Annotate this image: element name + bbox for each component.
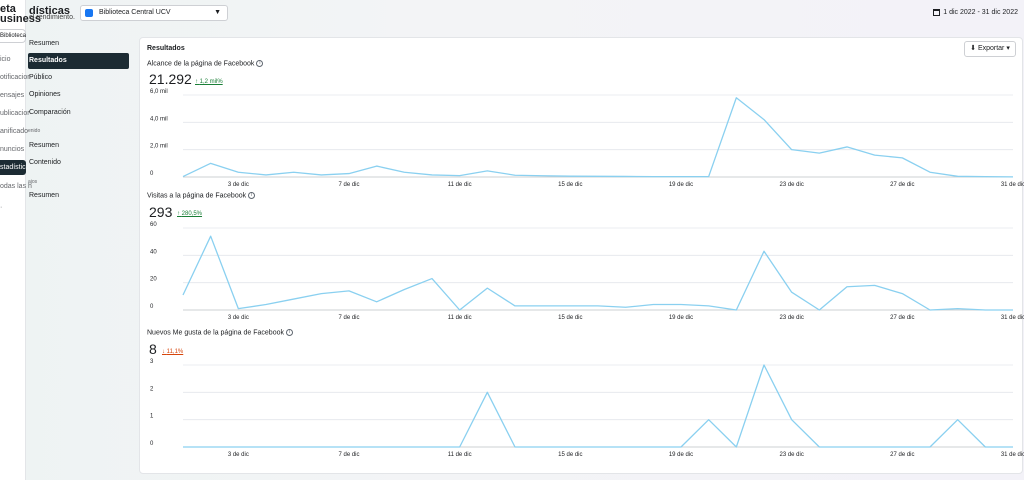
results-card: Resultados ⬇ Exportar ▾ Alcance de la pá…	[139, 37, 1024, 474]
y-tick-label: 2	[150, 386, 154, 392]
metric-delta-alcance: ↑ 1,2 mil%	[195, 79, 223, 85]
subnav-ajos-resumen[interactable]: Resumen	[29, 192, 59, 199]
info-icon[interactable]: i	[285, 329, 293, 336]
y-tick-label: 0	[150, 171, 154, 177]
page-selector[interactable]: Biblioteca Central UCV ▼	[80, 5, 228, 21]
date-range-value: 1 dic 2022 - 31 dic 2022	[943, 9, 1018, 16]
series-line	[183, 364, 1013, 448]
metric-label-visitas: Visitas a la página de Facebook i	[147, 192, 256, 200]
metric-title: Visitas a la página de Facebook	[147, 192, 247, 200]
y-tick-label: 0	[150, 304, 154, 310]
export-label: Exportar	[977, 45, 1005, 52]
nav-item-more[interactable]: ·	[0, 204, 3, 211]
date-range-picker[interactable]: 1 dic 2022 - 31 dic 2022	[933, 9, 1018, 16]
y-tick-label: 40	[150, 249, 157, 255]
series-line	[182, 235, 1013, 311]
metric-delta-value: 1,2 mil%	[199, 79, 223, 85]
subnav-contenido[interactable]: Contenido	[29, 159, 61, 166]
metric-label-me-gusta: Nuevos Me gusta de la página de Facebook…	[147, 329, 293, 336]
x-tick-label: 11 de dic	[448, 315, 472, 321]
subnav-comparacion[interactable]: Comparación	[29, 109, 71, 116]
metric-title: Nuevos Me gusta de la página de Facebook	[147, 329, 284, 337]
info-icon[interactable]: i	[256, 60, 264, 67]
subnav-resumen[interactable]: Resumen	[29, 40, 59, 47]
x-tick-label: 19 de dic	[669, 452, 693, 458]
chevron-down-icon: ▾	[1006, 45, 1010, 52]
nav-item-anuncios[interactable]: nuncios	[0, 146, 25, 153]
page-title: dísticas	[29, 5, 70, 17]
series-line	[182, 97, 1014, 178]
x-tick-label: 19 de dic	[669, 182, 693, 188]
nav-item-mensajes[interactable]: ensajes	[0, 92, 25, 99]
nav-item-planificado[interactable]: anificado	[0, 128, 29, 135]
page-subtitle: el rendimiento.	[29, 14, 75, 21]
x-tick-label: 15 de dic	[558, 182, 582, 188]
left-nav: eta usiness Biblioteca icio otificacior …	[0, 0, 41, 480]
subnav-section-ajos: ajos	[28, 179, 38, 185]
x-tick-label: 7 de dic	[338, 182, 359, 188]
x-tick-label: 31 de dic	[1001, 182, 1024, 188]
x-tick-label: 11 de dic	[448, 452, 472, 458]
library-label: Biblioteca	[0, 33, 27, 39]
x-tick-label: 31 de dic	[1001, 452, 1024, 458]
y-tick-label: 6,0 mil	[150, 89, 168, 95]
metric-delta-value: 11,1%	[166, 349, 184, 355]
x-tick-label: 7 de dic	[338, 452, 359, 458]
metric-delta-value: 280,5%	[181, 211, 203, 217]
subnav-opiniones[interactable]: Opiniones	[29, 91, 61, 98]
subnav-resultados[interactable]: Resultados	[28, 53, 129, 69]
subnav-publico[interactable]: Público	[29, 74, 52, 81]
download-icon: ⬇	[970, 45, 976, 52]
chart-me-gusta: 0 1 2 3 3 de dic 7 de dic 11 de dic 15 de dic 19…	[150, 359, 1024, 458]
nav-item-inicio[interactable]: icio	[0, 56, 11, 63]
x-tick-label: 7 de dic	[338, 315, 359, 321]
y-tick-label: 3	[150, 359, 154, 365]
library-pill[interactable]: Biblioteca	[0, 29, 26, 43]
facebook-page-icon	[85, 9, 93, 17]
x-tick-label: 27 de dic	[890, 452, 914, 458]
export-button[interactable]: ⬇ Exportar ▾	[964, 41, 1016, 57]
metric-total-me-gusta: 8	[149, 341, 157, 357]
metric-total-visitas: 293	[149, 204, 173, 220]
x-tick-label: 23 de dic	[779, 182, 803, 188]
x-tick-label: 27 de dic	[890, 182, 914, 188]
chart-visitas: 0 20 40 60 3 de dic 7 de dic 11 de dic 15 de di…	[150, 222, 1024, 321]
metric-total-alcance: 21.292	[149, 71, 192, 87]
x-tick-label: 31 de dic	[1001, 315, 1024, 321]
chevron-down-icon: ▼	[214, 9, 221, 16]
x-tick-label: 23 de dic	[779, 452, 803, 458]
x-tick-label: 3 de dic	[228, 182, 249, 188]
y-tick-label: 0	[150, 441, 154, 447]
x-tick-label: 11 de dic	[448, 182, 472, 188]
y-tick-label: 2,0 mil	[150, 144, 168, 150]
metric-delta-me-gusta: ↓ 11,1%	[162, 349, 184, 355]
x-tick-label: 3 de dic	[228, 452, 249, 458]
chart-alcance: 0 2,0 mil 4,0 mil 6,0 mil 3 de dic 7 de dic 11…	[150, 89, 1024, 188]
metric-label-alcance: Alcance de la página de Facebook i	[147, 60, 264, 68]
y-tick-label: 20	[150, 277, 157, 283]
y-tick-label: 1	[150, 414, 154, 420]
y-tick-label: 4,0 mil	[150, 116, 168, 122]
subnav-contenido-resumen[interactable]: Resumen	[29, 142, 59, 149]
brand-logo: eta usiness	[0, 3, 41, 25]
nav-item-todas[interactable]: odas las h	[0, 183, 32, 190]
y-tick-label: 60	[150, 222, 157, 228]
info-icon[interactable]: i	[248, 192, 256, 199]
x-tick-label: 3 de dic	[228, 315, 249, 321]
nav-item-publicaciones[interactable]: ublicacior	[0, 110, 30, 117]
nav-item-notificaciones[interactable]: otificacior	[0, 74, 30, 81]
x-tick-label: 15 de dic	[558, 452, 582, 458]
nav-item-estadisticas[interactable]: stadísticas	[0, 160, 26, 175]
card-title: Resultados	[147, 45, 185, 52]
calendar-icon	[933, 9, 941, 16]
metric-delta-visitas: ↑ 280,5%	[177, 211, 203, 217]
x-tick-label: 23 de dic	[779, 315, 803, 321]
metric-title: Alcance de la página de Facebook	[147, 60, 255, 68]
x-tick-label: 15 de dic	[558, 315, 582, 321]
x-tick-label: 27 de dic	[890, 315, 914, 321]
x-tick-label: 19 de dic	[669, 315, 693, 321]
subnav-section-contenido: enido	[28, 128, 41, 134]
page-selector-value: Biblioteca Central UCV	[99, 9, 171, 16]
